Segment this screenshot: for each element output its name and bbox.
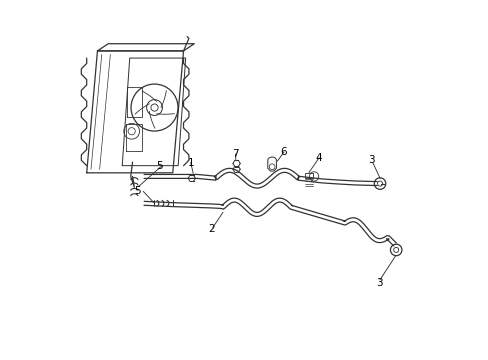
Text: 5: 5	[134, 186, 140, 197]
Text: 2: 2	[208, 225, 214, 234]
Text: 7: 7	[232, 149, 238, 159]
Text: 3: 3	[375, 278, 382, 288]
Text: 6: 6	[280, 147, 286, 157]
Text: 4: 4	[315, 153, 322, 163]
Text: 5: 5	[156, 161, 162, 171]
Text: 3: 3	[368, 155, 374, 165]
Text: 1: 1	[187, 158, 194, 168]
